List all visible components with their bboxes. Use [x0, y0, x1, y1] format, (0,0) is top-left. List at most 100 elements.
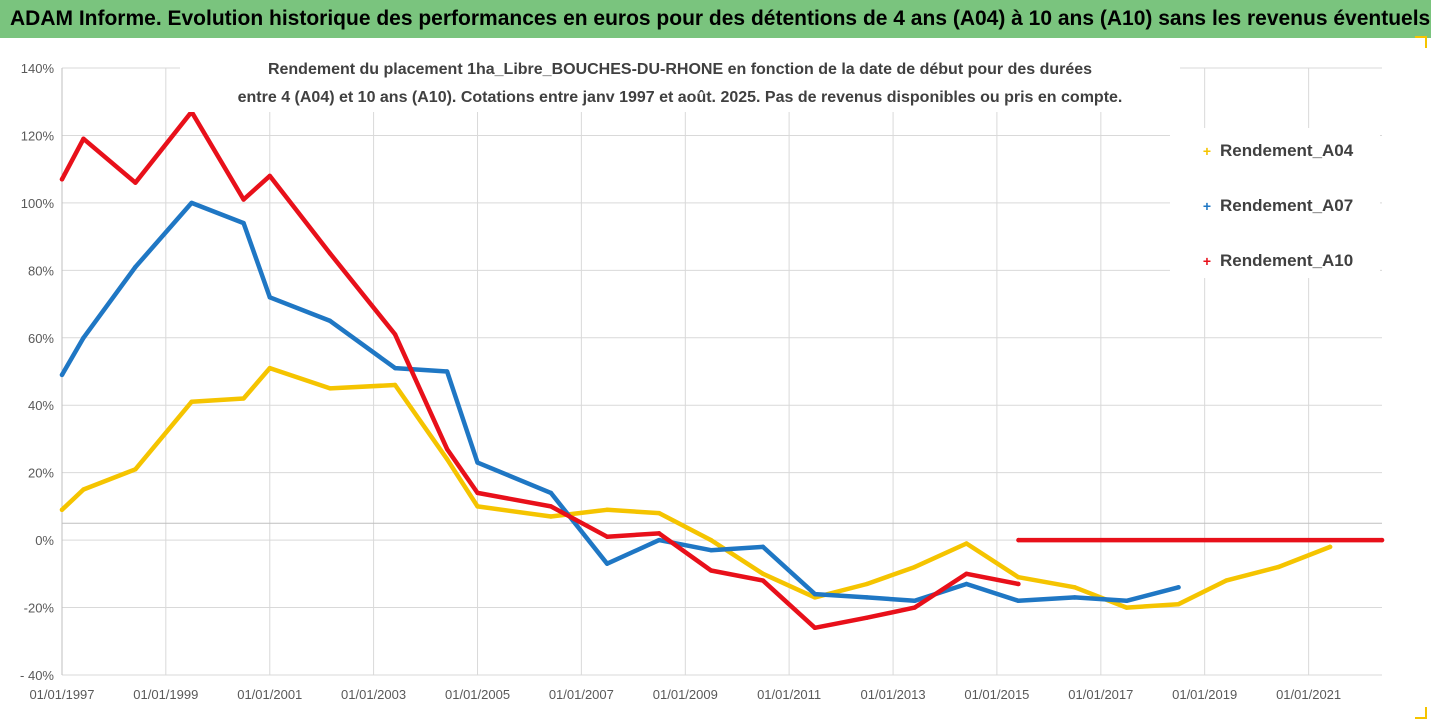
- data-point-rendement-a04: [1072, 585, 1077, 590]
- x-tick-label: 01/01/2001: [237, 687, 302, 702]
- data-point-rendement-a04: [444, 456, 450, 462]
- data-point-rendement-a04: [708, 537, 714, 543]
- data-point-rendement-a04: [1275, 564, 1281, 570]
- y-tick-label: -20%: [24, 601, 55, 616]
- data-point-rendement-a04: [133, 467, 138, 472]
- data-point-rendement-a07: [241, 220, 246, 226]
- data-point-rendement-a10: [81, 136, 86, 142]
- corner-mark-top-right: [1415, 36, 1427, 48]
- corner-mark-bottom-right: [1415, 707, 1427, 719]
- y-tick-label: 40%: [28, 398, 54, 413]
- data-point-rendement-a04: [548, 514, 554, 519]
- y-tick-label: - 40%: [20, 668, 54, 683]
- legend-label-a10: Rendement_A10: [1220, 251, 1354, 270]
- y-tick-label: 100%: [21, 196, 55, 211]
- series-line-rendement-a04: [59, 365, 1333, 610]
- chart-legend: + Rendement_A04 + Rendement_A07 + Rendement…: [1170, 128, 1380, 278]
- x-tick-label: 01/01/2021: [1276, 687, 1341, 702]
- data-point-rendement-a04: [604, 507, 610, 512]
- y-tick-label: 80%: [28, 263, 54, 278]
- chart-title-line-2: entre 4 (A04) et 10 ans (A10). Cotations…: [237, 89, 1123, 106]
- x-tick-label: 01/01/2011: [757, 687, 821, 702]
- data-point-rendement-a04: [656, 510, 662, 516]
- x-tick-label: 01/01/2015: [964, 687, 1029, 702]
- data-point-rendement-a10: [604, 534, 610, 539]
- data-point-rendement-a10: [241, 197, 246, 202]
- data-point-rendement-a07: [1176, 585, 1181, 590]
- data-point-rendement-a07: [1016, 598, 1021, 604]
- series-line-rendement-a10-segment-1: [59, 109, 1021, 631]
- data-point-rendement-a10: [708, 568, 714, 573]
- data-point-rendement-a10: [475, 490, 480, 496]
- data-point-rendement-a04: [59, 507, 65, 512]
- data-point-rendement-a10: [1016, 581, 1021, 587]
- line-chart: - 40% -20% 0% 20% 40% 60% 80% 100% 120% 140% 01/01…: [20, 61, 1385, 702]
- data-point-rendement-a10: [327, 251, 333, 256]
- chart-title: Rendement du placement 1ha_Libre_BOUCHES…: [180, 56, 1180, 112]
- x-tick-label: 01/01/1999: [133, 687, 198, 702]
- data-point-rendement-a04: [1223, 578, 1229, 583]
- data-point-rendement-a07: [189, 200, 194, 206]
- x-tick-label: 01/01/1997: [29, 687, 94, 702]
- data-point-rendement-a04: [1016, 575, 1021, 580]
- data-point-rendement-a10: [864, 615, 870, 620]
- axis-labels: - 40% -20% 0% 20% 40% 60% 80% 100% 120% 140% 01/01…: [20, 61, 1341, 702]
- data-point-rendement-a04: [241, 396, 246, 401]
- data-point-rendement-a07: [812, 591, 818, 597]
- data-point-rendement-a07: [864, 595, 870, 600]
- data-point-rendement-a10: [133, 180, 138, 185]
- data-point-rendement-a04: [864, 581, 870, 587]
- data-point-rendement-a10: [392, 332, 398, 337]
- legend-label-a04: Rendement_A04: [1220, 141, 1354, 160]
- legend-label-a07: Rendement_A07: [1220, 196, 1354, 215]
- report-banner: ADAM Informe. Evolution historique des p…: [0, 0, 1431, 38]
- data-point-rendement-a07: [444, 369, 450, 374]
- data-point-rendement-a10: [59, 177, 65, 182]
- x-tick-label: 01/01/2003: [341, 687, 406, 702]
- x-tick-label: 01/01/2009: [653, 687, 718, 702]
- data-point-rendement-a07: [267, 295, 272, 300]
- data-point-rendement-a04: [912, 564, 917, 570]
- legend-item-a04: + Rendement_A04: [1200, 136, 1353, 166]
- data-point-rendement-a10: [760, 578, 766, 583]
- y-tick-label: 60%: [28, 331, 54, 346]
- y-tick-label: 20%: [28, 466, 54, 481]
- x-tick-label: 01/01/2017: [1068, 687, 1133, 702]
- x-tick-label: 01/01/2005: [445, 687, 510, 702]
- series-line-rendement-a07: [59, 200, 1181, 604]
- data-point-rendement-a04: [189, 399, 194, 405]
- data-point-rendement-a07: [548, 490, 554, 496]
- data-point-rendement-a04: [760, 571, 766, 577]
- data-point-rendement-a07: [708, 548, 714, 553]
- data-point-rendement-a04: [267, 365, 272, 371]
- data-point-rendement-a07: [392, 365, 398, 371]
- data-point-rendement-a10: [1016, 537, 1021, 543]
- data-point-rendement-a07: [475, 460, 480, 465]
- data-point-rendement-a10: [656, 531, 662, 536]
- data-point-rendement-a07: [133, 264, 138, 270]
- data-point-rendement-a10: [964, 571, 969, 577]
- chart-title-line-1: Rendement du placement 1ha_Libre_BOUCHES…: [267, 61, 1093, 78]
- data-point-rendement-a07: [604, 561, 610, 566]
- series-lines: [59, 109, 1385, 631]
- data-point-rendement-a04: [1176, 601, 1181, 607]
- data-point-rendement-a07: [760, 544, 766, 550]
- data-point-rendement-a07: [81, 335, 86, 340]
- x-tick-label: 01/01/2019: [1172, 687, 1237, 702]
- data-point-rendement-a10: [444, 446, 450, 452]
- x-tick-label: 01/01/2013: [861, 687, 926, 702]
- data-point-rendement-a04: [1327, 544, 1333, 550]
- data-point-rendement-a07: [964, 581, 969, 587]
- data-point-rendement-a10: [912, 605, 917, 610]
- data-point-rendement-a07: [327, 318, 333, 324]
- legend-marker-a10: +: [1202, 253, 1212, 269]
- data-point-rendement-a10: [1379, 537, 1385, 543]
- y-tick-label: 140%: [21, 61, 55, 76]
- data-point-rendement-a04: [327, 386, 333, 391]
- data-point-rendement-a07: [1072, 595, 1077, 600]
- chart-area: - 40% -20% 0% 20% 40% 60% 80% 100% 120% 140% 01/01…: [0, 36, 1431, 721]
- y-tick-label: 0%: [35, 533, 54, 548]
- data-point-rendement-a10: [812, 625, 818, 630]
- data-point-rendement-a07: [912, 598, 917, 604]
- legend-item-a10: + Rendement_A10: [1200, 246, 1353, 276]
